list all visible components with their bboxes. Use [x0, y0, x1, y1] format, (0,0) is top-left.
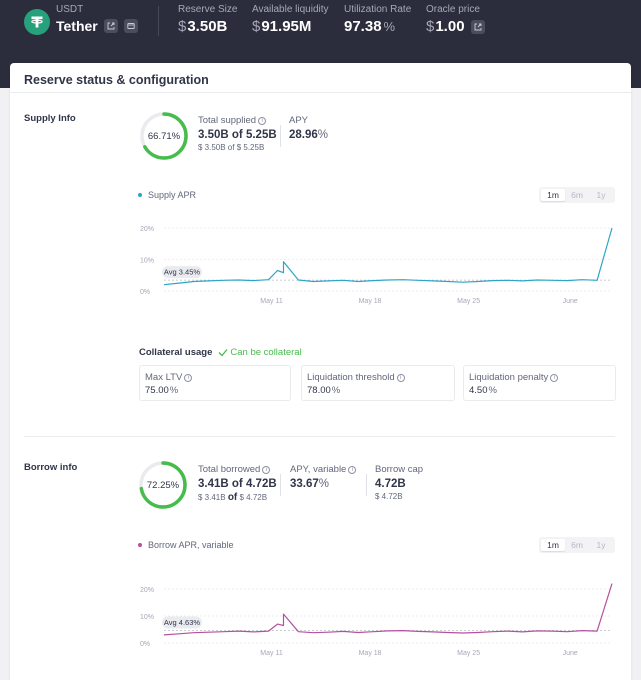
tether-logo-icon	[24, 8, 50, 35]
asset-info: USDT Tether	[24, 4, 138, 35]
supply-usage-ring	[140, 112, 188, 160]
borrow-cap: Borrow cap 4.72B $ 4.72B	[375, 464, 424, 501]
stat-reserve-size: Reserve Size $3.50B	[178, 4, 238, 35]
x-tick-label: May 18	[359, 650, 382, 657]
range-1y-button[interactable]: 1y	[596, 540, 606, 550]
borrow-apy: APY, variable i 33.67%	[290, 464, 357, 490]
range-1m-button[interactable]: 1m	[541, 189, 565, 201]
max-ltv-box: Max LTV i 75.00%	[139, 365, 291, 401]
total-borrowed: Total borrowed i 3.41B of 4.72B $ 3.41B o…	[198, 464, 277, 503]
add-to-wallet-button[interactable]	[123, 19, 138, 33]
borrow-range-toggle: 1m 6m 1y	[539, 537, 615, 553]
x-tick-label: May 25	[457, 650, 480, 657]
external-link-icon	[474, 23, 481, 31]
info-icon[interactable]: i	[262, 465, 271, 474]
series-line	[163, 227, 613, 286]
check-icon	[218, 349, 228, 357]
reserve-status-card: Reserve status & configuration Supply In…	[10, 63, 631, 680]
avg-badge	[162, 266, 202, 279]
y-tick-label: 0%	[140, 641, 150, 648]
y-tick-label: 20%	[140, 226, 154, 233]
avg-badge	[162, 616, 202, 629]
x-tick-label: May 11	[260, 650, 283, 657]
y-tick-label: 10%	[140, 258, 154, 265]
info-icon[interactable]: i	[258, 116, 267, 125]
info-divider	[280, 125, 281, 147]
range-6m-button[interactable]: 6m	[571, 540, 583, 550]
info-icon[interactable]: i	[396, 373, 405, 382]
stat-utilization-rate: Utilization Rate 97.38%	[344, 4, 412, 35]
y-tick-label: 20%	[140, 587, 154, 594]
avg-label: Avg 4.63%	[164, 618, 200, 627]
x-tick-label: June	[563, 298, 578, 305]
borrow-info-label: Borrow info	[24, 462, 78, 473]
range-6m-button[interactable]: 6m	[571, 190, 583, 200]
card-title: Reserve status & configuration	[24, 73, 209, 87]
series-line	[163, 583, 613, 636]
total-supplied: Total supplied i 3.50B of 5.25B $ 3.50B o…	[198, 115, 277, 152]
liquidation-threshold-box: Liquidation threshold i 78.00%	[301, 365, 455, 401]
liquidation-penalty-box: Liquidation penalty i 4.50%	[463, 365, 616, 401]
range-1y-button[interactable]: 1y	[596, 190, 606, 200]
supply-info-label: Supply Info	[24, 113, 76, 124]
info-icon[interactable]: i	[184, 373, 193, 382]
info-divider	[280, 474, 281, 496]
x-tick-label: May 25	[457, 298, 480, 305]
info-icon[interactable]: i	[550, 373, 559, 382]
x-tick-label: May 18	[359, 298, 382, 305]
supply-apr-chart: 0% 10% 20% May 11 May 18 May 25 June Avg 3.45%	[140, 226, 613, 305]
x-tick-label: May 11	[260, 298, 283, 305]
asset-name: Tether	[56, 18, 98, 34]
asset-symbol: USDT	[56, 4, 84, 15]
external-link-icon	[107, 22, 115, 30]
y-tick-label: 0%	[140, 289, 150, 296]
supply-chart-legend: Supply APR	[138, 190, 196, 200]
x-tick-label: June	[563, 650, 578, 657]
external-link-button[interactable]	[103, 19, 118, 33]
header-divider	[158, 6, 159, 36]
y-tick-label: 10%	[140, 614, 154, 621]
borrow-chart-legend: Borrow APR, variable	[138, 540, 234, 550]
legend-dot	[138, 193, 142, 197]
info-divider	[366, 474, 367, 496]
legend-dot	[138, 543, 142, 547]
stat-available-liquidity: Available liquidity $91.95M	[252, 4, 329, 35]
supply-usage-percent: 66.71%	[147, 130, 181, 142]
range-1m-button[interactable]: 1m	[541, 539, 565, 551]
borrow-apr-chart: 0% 10% 20% May 11 May 18 May 25 June Avg 4.63%	[140, 583, 613, 657]
borrow-usage-ring	[139, 461, 187, 509]
section-divider	[24, 436, 615, 437]
supply-range-toggle: 1m 6m 1y	[539, 187, 615, 203]
card-divider	[10, 92, 631, 93]
wallet-icon	[127, 23, 135, 29]
supply-apy: APY 28.96%	[289, 115, 329, 141]
avg-label: Avg 3.45%	[164, 268, 200, 277]
oracle-link-button[interactable]	[470, 20, 485, 34]
info-icon[interactable]: i	[348, 465, 357, 474]
stat-oracle-price: Oracle price $1.00	[426, 4, 485, 37]
borrow-usage-percent: 72.25%	[146, 479, 180, 491]
collateral-usage: Collateral usage Can be collateral	[139, 347, 302, 358]
